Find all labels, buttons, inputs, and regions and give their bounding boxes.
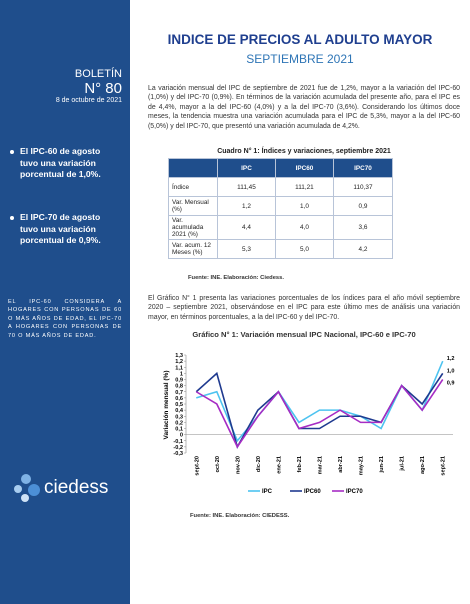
x-tick-label: feb-21 (297, 456, 303, 472)
table-source: Fuente: INE. Elaboración: Ciedess. (188, 275, 284, 281)
value-label: 1,2 (447, 356, 455, 362)
logo: ciedess (14, 474, 108, 502)
table-header: IPC IPC60 IPC70 (168, 158, 394, 178)
row-label: Índice (168, 177, 218, 197)
x-tick-label: ene-21 (276, 456, 282, 474)
chart-source: Fuente: INE. Elaboración: CIEDESS. (190, 513, 290, 519)
sidebar-note: EL IPC-60 CONSIDERA A HOGARES CON PERSON… (8, 299, 122, 339)
cell: 5,0 (274, 239, 334, 259)
header-cell: IPC60 (274, 158, 334, 178)
cell: 3,6 (332, 215, 394, 240)
legend-label: IPC60 (304, 489, 321, 495)
y-tick-label: 1 (180, 371, 183, 377)
x-tick-label: sept-21 (441, 456, 447, 476)
x-tick-label: may-21 (359, 456, 365, 475)
y-tick-label: 1,2 (175, 359, 183, 365)
header-cell (168, 158, 218, 178)
paragraph: La variación mensual del IPC de septiemb… (148, 85, 460, 130)
table: IPC IPC60 IPC70 Índice 111,45 111,21 110,37 V… (168, 158, 394, 259)
header-cell: IPC70 (332, 158, 394, 178)
row-label: Var. Mensual (%) (168, 196, 218, 216)
legend-label: IPC70 (346, 489, 363, 495)
title: INDICE DE PRECIOS AL ADULTO MAYOR (167, 32, 433, 47)
cell: 111,45 (217, 177, 276, 197)
legend-label: IPC (262, 489, 273, 495)
y-tick-label: 0,3 (175, 414, 183, 420)
x-tick-label: dic-20 (256, 456, 262, 472)
value-label: 0,9 (447, 381, 455, 387)
y-tick-label: 1,3 (175, 353, 183, 359)
x-tick-label: jun-21 (379, 456, 385, 473)
cell: 4,0 (274, 215, 334, 240)
y-tick-label: -0,2 (173, 445, 183, 451)
y-tick-label: -0,1 (173, 439, 183, 445)
logo-text: ciedess (44, 477, 108, 498)
table-caption: Cuadro N° 1: Índices y variaciones, sept… (217, 148, 391, 155)
cell: 1,0 (274, 196, 334, 216)
cell: 4,4 (217, 215, 276, 240)
x-tick-label: oct-20 (215, 456, 221, 472)
cell: 111,21 (274, 177, 334, 197)
x-tick-label: jul-21 (400, 456, 406, 472)
y-tick-label: 0,9 (175, 378, 183, 384)
cell: 110,37 (332, 177, 394, 197)
cell: 4,2 (332, 239, 394, 259)
bulletin-label: BOLETÍN (74, 68, 122, 80)
row-label: Var. acum. 12 Meses (%) (168, 239, 218, 259)
bullet: El IPC-70 de agosto tuvo una variación p… (8, 212, 120, 247)
x-tick-label: sept-20 (194, 456, 200, 476)
y-tick-label: -0,3 (173, 451, 183, 457)
y-tick-label: 0,2 (175, 420, 183, 426)
y-tick-label: 0,6 (175, 396, 183, 402)
bulletin-number: N° 80 (84, 80, 122, 97)
y-tick-label: 0,4 (175, 408, 184, 414)
x-tick-label: abr-21 (338, 456, 344, 473)
cell: 5,3 (217, 239, 276, 259)
y-axis-label: Variación mensual (%) (163, 371, 170, 440)
y-tick-label: 1,1 (175, 365, 183, 371)
subtitle: SEPTIEMBRE 2021 (246, 52, 354, 66)
header-cell: IPC (217, 158, 276, 178)
cell: 0,9 (332, 196, 394, 216)
y-tick-label: 0,1 (175, 427, 183, 433)
series-line (195, 379, 444, 449)
bulletin-date: 8 de octubre de 2021 (55, 97, 122, 104)
paragraph: El Gráfico N° 1 presenta las variaciones… (148, 295, 460, 321)
bullet: El IPC-60 de agosto tuvo una variación p… (8, 146, 120, 181)
y-tick-label: 0,7 (175, 390, 183, 396)
x-tick-label: nov-20 (235, 456, 241, 474)
y-tick-label: 0,8 (175, 384, 183, 390)
x-tick-label: ago-21 (420, 456, 426, 474)
chart: Variación mensual (%) -0,3-0,2-0,100,10,… (163, 353, 455, 495)
cell: 1,2 (217, 196, 276, 216)
x-tick-label: mar-21 (318, 456, 324, 474)
sidebar: BOLETÍN N° 80 8 de octubre de 2021 El IP… (0, 0, 130, 604)
value-label: 1,0 (447, 368, 455, 374)
chart-title: Gráfico N° 1: Variación mensual IPC Naci… (192, 330, 416, 339)
y-tick-label: 0,5 (175, 402, 183, 408)
y-tick-label: 0 (180, 433, 183, 439)
row-label: Var. acumulada 2021 (%) (168, 215, 218, 240)
